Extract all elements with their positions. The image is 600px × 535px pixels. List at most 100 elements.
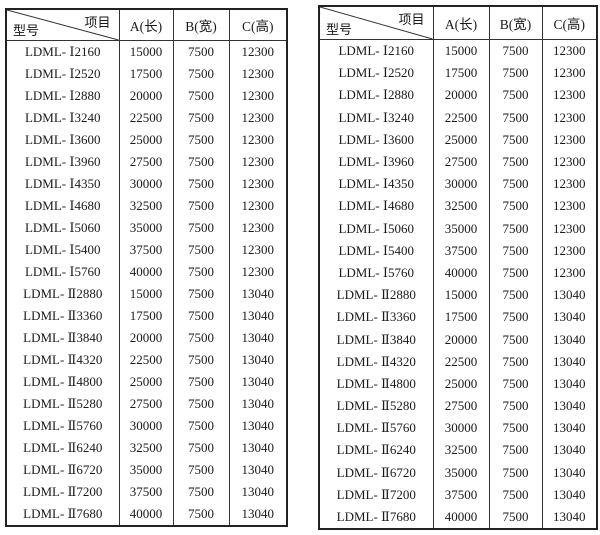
table-row: LDML- Ⅰ2880 20000 7500 12300: [319, 84, 597, 107]
a-length-cell: 15000: [118, 40, 173, 63]
model-cell: LDML- Ⅱ2880: [336, 287, 416, 303]
model-cell: LDML- Ⅱ5280: [336, 398, 416, 414]
model-cell: LDML- Ⅱ3840: [336, 331, 416, 347]
model-cell: LDML- Ⅰ2880: [24, 88, 101, 103]
table-row: LDML- Ⅰ3600 25000 7500 12300: [319, 128, 597, 151]
table-row: LDML- Ⅱ4320 22500 7500 13040: [6, 349, 287, 371]
table-row: LDML- Ⅰ4350 30000 7500 12300: [319, 173, 597, 196]
b-width-cell: 7500: [172, 503, 229, 526]
a-length-cell: 22500: [432, 350, 489, 373]
model-cell: LDML- Ⅱ5760: [23, 418, 103, 433]
a-length-cell: 25000: [118, 371, 173, 393]
c-height-cell: 12300: [228, 129, 287, 151]
model-cell: LDML- Ⅰ2160: [338, 43, 415, 59]
table-row: LDML- Ⅰ5060 35000 7500 12300: [6, 217, 287, 239]
a-length-cell: 30000: [118, 173, 173, 195]
a-length-cell: 22500: [118, 107, 173, 129]
b-width-cell: 7500: [172, 459, 229, 481]
a-length-cell: 35000: [432, 461, 489, 484]
b-width-cell: 7500: [488, 483, 542, 506]
a-length-cell: 15000: [118, 283, 173, 305]
b-width-cell: 7500: [488, 128, 542, 151]
a-length-cell: 17500: [432, 306, 489, 329]
a-length-cell: 15000: [432, 39, 489, 63]
table-row: LDML- Ⅱ6720 35000 7500 13040: [319, 461, 597, 484]
model-cell: LDML- Ⅱ4320: [23, 352, 103, 367]
b-width-cell: 7500: [172, 261, 229, 283]
model-cell: LDML- Ⅰ3600: [24, 132, 101, 147]
a-length-cell: 35000: [118, 459, 173, 481]
model-cell: LDML- Ⅰ3600: [338, 131, 415, 147]
a-length-cell: 37500: [432, 483, 489, 506]
b-width-cell: 7500: [172, 239, 229, 261]
model-cell: LDML- Ⅰ2520: [338, 65, 415, 81]
model-cell: LDML- Ⅱ6240: [336, 442, 416, 458]
a-length-cell: 27500: [118, 393, 173, 415]
header-item: 项目: [398, 12, 425, 27]
b-width-cell: 7500: [172, 107, 229, 129]
c-height-cell: 12300: [541, 195, 597, 218]
b-width-cell: 7500: [488, 173, 542, 196]
model-cell: LDML- Ⅰ5760: [24, 264, 101, 279]
c-height-cell: 12300: [228, 173, 287, 195]
model-cell: LDML- Ⅱ7200: [336, 486, 416, 502]
table-row: LDML- Ⅱ4320 22500 7500 13040: [319, 350, 597, 373]
c-height-cell: 13040: [541, 505, 597, 530]
table-row: LDML- Ⅰ5060 35000 7500 12300: [319, 217, 597, 240]
c-height-cell: 12300: [228, 107, 287, 129]
a-length-cell: 40000: [432, 505, 489, 530]
a-length-cell: 37500: [118, 481, 173, 503]
a-length-cell: 22500: [118, 349, 173, 371]
a-length-cell: 32500: [432, 439, 489, 462]
model-cell: LDML- Ⅱ4320: [336, 353, 416, 369]
a-length-cell: 40000: [118, 503, 173, 526]
table-row: LDML- Ⅱ4800 25000 7500 13040: [319, 372, 597, 395]
header-diagonal-cell: 项目 型号: [6, 9, 119, 41]
table-row: LDML- Ⅰ5760 40000 7500 12300: [6, 261, 287, 283]
table-row: LDML- Ⅰ3960 27500 7500 12300: [6, 151, 287, 173]
b-width-cell: 7500: [488, 306, 542, 329]
model-cell: LDML- Ⅱ3840: [23, 330, 103, 345]
table-row: LDML- Ⅰ3600 25000 7500 12300: [6, 129, 287, 151]
c-height-cell: 13040: [541, 328, 597, 351]
header-row: 项目 型号 A(长) B(宽) C(高): [319, 6, 597, 40]
model-cell: LDML- Ⅱ4800: [336, 375, 416, 391]
c-height-cell: 12300: [541, 150, 597, 174]
a-length-cell: 20000: [118, 327, 173, 349]
table-row: LDML- Ⅰ5400 37500 7500 12300: [319, 239, 597, 262]
model-cell: LDML- Ⅰ5400: [338, 242, 415, 258]
c-height-cell: 12300: [541, 84, 597, 107]
c-height-cell: 12300: [541, 239, 597, 262]
c-height-cell: 13040: [228, 503, 287, 526]
b-width-cell: 7500: [488, 39, 542, 63]
table-row: LDML- Ⅰ5400 37500 7500 12300: [6, 239, 287, 261]
dimension-table-right: 项目 型号 A(长) B(宽) C(高) LDML- Ⅰ2160 15000 750…: [318, 5, 598, 531]
table-row: LDML- Ⅱ7200 37500 7500 13040: [6, 481, 287, 503]
b-width-cell: 7500: [488, 62, 542, 85]
b-width-cell: 7500: [172, 305, 229, 327]
c-height-cell: 13040: [228, 305, 287, 327]
header-model: 型号: [326, 22, 353, 37]
model-cell: LDML- Ⅱ3360: [336, 309, 416, 325]
c-height-cell: 12300: [541, 173, 597, 196]
a-length-cell: 30000: [118, 415, 173, 437]
model-cell: LDML- Ⅰ5060: [338, 220, 415, 236]
table-row: LDML- Ⅱ6240 32500 7500 13040: [319, 439, 597, 462]
c-height-cell: 13040: [228, 283, 287, 305]
b-width-cell: 7500: [488, 84, 542, 107]
c-height-cell: 12300: [228, 151, 287, 173]
header-b: B(宽): [488, 6, 542, 40]
model-cell: LDML- Ⅰ4350: [338, 176, 415, 192]
c-height-cell: 13040: [228, 327, 287, 349]
b-width-cell: 7500: [172, 371, 229, 393]
table-row: LDML- Ⅰ4680 32500 7500 12300: [6, 195, 287, 217]
b-width-cell: 7500: [172, 85, 229, 107]
c-height-cell: 12300: [228, 85, 287, 107]
c-height-cell: 12300: [541, 39, 597, 63]
model-cell: LDML- Ⅰ2880: [338, 87, 415, 103]
model-cell: LDML- Ⅱ6720: [23, 462, 103, 477]
c-height-cell: 13040: [228, 393, 287, 415]
a-length-cell: 15000: [432, 284, 489, 307]
a-length-cell: 32500: [432, 195, 489, 218]
b-width-cell: 7500: [172, 63, 229, 85]
